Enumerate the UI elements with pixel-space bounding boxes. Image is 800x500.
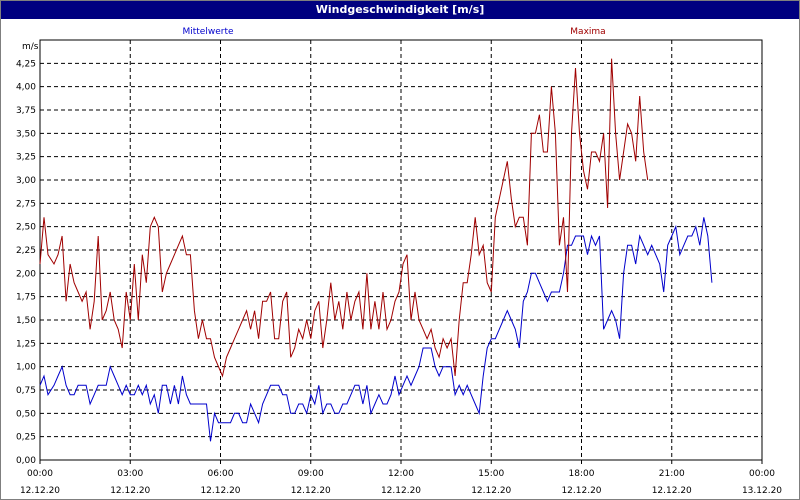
y-tick-label: 0,00 [16, 456, 36, 466]
x-tick-time: 18:00 [569, 469, 595, 479]
y-tick-label: 4,00 [16, 83, 36, 93]
x-tick-time: 21:00 [659, 469, 685, 479]
y-tick-label: 4,25 [16, 59, 36, 69]
x-tick-date: 12.12.20 [381, 486, 421, 496]
y-tick-label: 2,25 [16, 246, 36, 256]
y-tick-label: 0,25 [16, 433, 36, 443]
legend-mittelwerte: Mittelwerte [182, 27, 233, 37]
y-axis-label: m/s [22, 42, 39, 52]
x-tick-time: 00:00 [27, 469, 53, 479]
x-tick-time: 09:00 [298, 469, 324, 479]
y-tick-label: 2,50 [16, 223, 36, 233]
y-tick-label: 3,25 [16, 153, 36, 163]
y-tick-label: 2,00 [16, 269, 36, 279]
y-tick-label: 1,00 [16, 363, 36, 373]
x-tick-date: 12.12.20 [471, 486, 511, 496]
y-tick-label: 0,75 [16, 386, 36, 396]
x-tick-time: 06:00 [208, 469, 234, 479]
x-tick-time: 12:00 [388, 469, 414, 479]
x-tick-date: 12.12.20 [561, 486, 601, 496]
x-tick-time: 00:00 [749, 469, 775, 479]
y-tick-label: 3,00 [16, 176, 36, 186]
y-tick-label: 3,50 [16, 129, 36, 139]
y-tick-label: 3,75 [16, 106, 36, 116]
x-tick-time: 03:00 [117, 469, 143, 479]
series [39, 58, 713, 442]
x-tick-date: 12.12.20 [291, 486, 331, 496]
y-tick-label: 1,25 [16, 339, 36, 349]
series-line-1 [39, 58, 649, 378]
y-tick-label: 1,50 [16, 316, 36, 326]
series-line-0 [39, 217, 713, 442]
x-tick-time: 15:00 [478, 469, 504, 479]
x-tick-date: 13.12.20 [742, 486, 782, 496]
x-tick-date: 12.12.20 [652, 486, 692, 496]
x-tick-date: 12.12.20 [200, 486, 240, 496]
y-tick-label: 2,75 [16, 199, 36, 209]
y-tick-label: 0,50 [16, 409, 36, 419]
x-tick-date: 12.12.20 [20, 486, 60, 496]
x-tick-date: 12.12.20 [110, 486, 150, 496]
y-tick-label: 1,75 [16, 293, 36, 303]
axes: 0,00 0,25 0,50 0,75 1,00 1,25 1,50 1,75 2,00 2,25… [16, 39, 782, 496]
legend-maxima: Maxima [570, 27, 605, 37]
chart-title: Windgeschwindigkeit [m/s] [1, 1, 799, 19]
